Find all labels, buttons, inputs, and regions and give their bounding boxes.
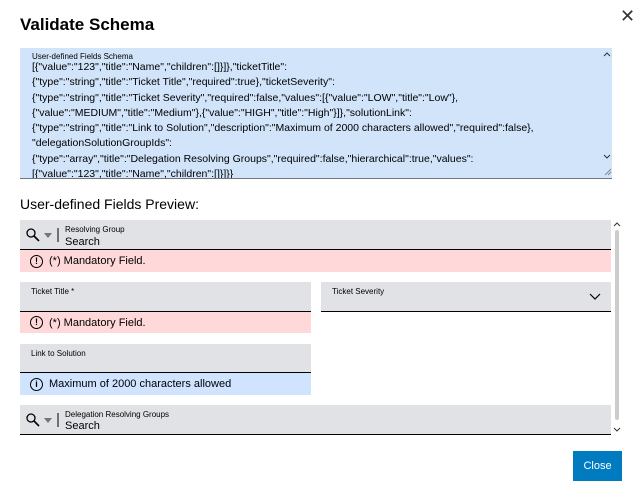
field-placeholder: Search (65, 236, 100, 248)
resolving-group-field[interactable]: Resolving Group Search (20, 220, 611, 250)
info-message: i Maximum of 2000 characters allowed (20, 373, 311, 395)
search-icon (26, 413, 59, 427)
field-label: Ticket Severity (332, 287, 385, 296)
field-label: Resolving Group (65, 225, 125, 234)
field-label: Ticket Title * (31, 287, 75, 296)
schema-line: {"type":"string","title":"Ticket Severit… (32, 91, 459, 104)
message-text: (*) Mandatory Field. (49, 316, 146, 329)
close-button[interactable]: Close (573, 451, 622, 481)
schema-label: User-defined Fields Schema (32, 52, 133, 61)
schema-line: {"value":"MEDIUM","title":"Medium"},{"va… (32, 106, 412, 119)
preview-heading: User-defined Fields Preview: (20, 196, 199, 212)
scrollbar[interactable] (602, 48, 612, 178)
schema-line: [{"value":"123","title":"Name","children… (32, 61, 288, 73)
schema-line: {"type":"string","title":"Link to Soluti… (32, 122, 534, 135)
schema-text: [{"value":"123","title":"Name","children… (32, 60, 534, 179)
field-label: Delegation Resolving Groups (65, 410, 170, 419)
close-icon[interactable]: ✕ (620, 6, 636, 26)
schema-line: "delegationSolutionGroupIds": (32, 137, 172, 150)
ticket-title-field[interactable]: Ticket Title * (20, 282, 311, 312)
schema-line: {"type":"array","title":"Delegation Reso… (32, 152, 474, 165)
scrollbar[interactable] (612, 218, 622, 436)
field-placeholder: Search (65, 420, 100, 432)
message-text: (*) Mandatory Field. (49, 255, 146, 267)
schema-line: [{"value":"123","title":"Name","children… (32, 168, 234, 179)
schema-line: {"type":"string","title":"Ticket Title",… (32, 76, 335, 89)
schema-textarea[interactable]: User-defined Fields Schema [{"value":"12… (20, 48, 612, 179)
error-message: ! (*) Mandatory Field. (20, 312, 311, 333)
search-icon (26, 228, 59, 242)
field-label: Link to Solution (31, 349, 86, 358)
dialog-title: Validate Schema (20, 15, 155, 34)
error-message: ! (*) Mandatory Field. (20, 250, 611, 272)
delegation-groups-field[interactable]: Delegation Resolving Groups Search (20, 405, 611, 435)
link-to-solution-field[interactable]: Link to Solution (20, 344, 311, 373)
chevron-icon (589, 293, 601, 300)
message-text: Maximum of 2000 characters allowed (49, 378, 232, 390)
ticket-severity-field[interactable]: Ticket Severity (321, 282, 611, 312)
